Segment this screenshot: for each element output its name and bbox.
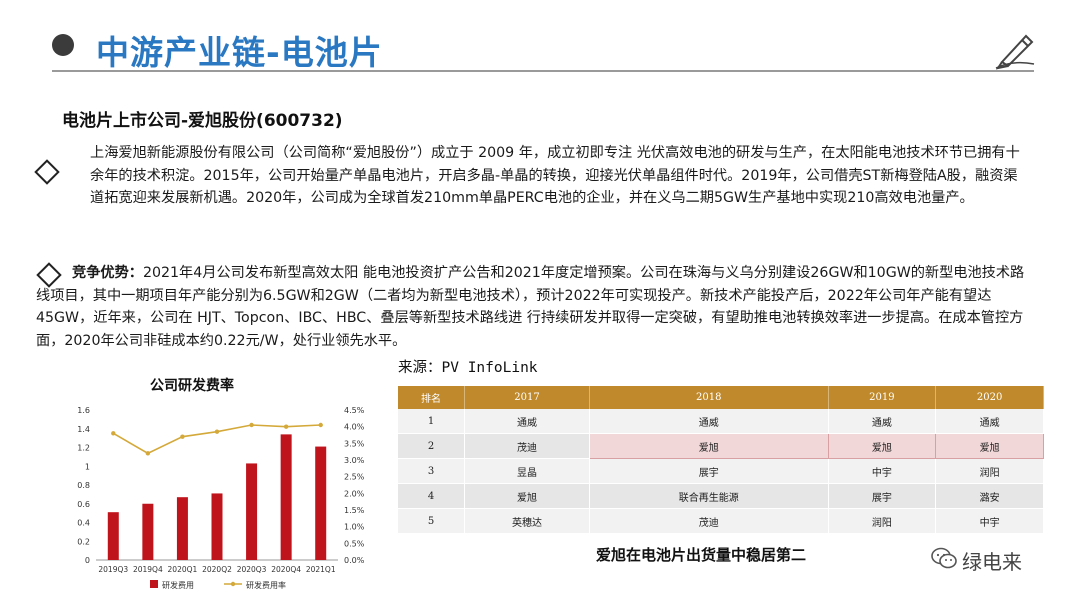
bar <box>107 512 119 560</box>
table-cell: 5 <box>398 508 465 534</box>
watermark-text: 绿电来 <box>962 550 1022 574</box>
header-2018: 2018 <box>589 386 829 409</box>
bar <box>176 497 188 560</box>
y-tick-label-right: 3.5% <box>344 439 365 448</box>
table-cell: 2 <box>398 433 465 459</box>
highlighted-cell: 爱旭 <box>827 433 937 459</box>
table-cell: 润阳 <box>828 508 937 534</box>
rd-expense-chart: 0 0.2 0.4 0.6 0.8 1 1.2 1.4 1.6 0.0% 0.5% 1.0% 1.5% 2… <box>77 406 365 590</box>
table-row: 1 通威 通威 通威 通威 <box>398 409 1044 434</box>
table-cell: 3 <box>398 458 465 484</box>
table-cell: 潞安 <box>935 483 1044 509</box>
table-cell: 展宇 <box>828 483 937 509</box>
y-tick-label-left: 1.6 <box>77 406 90 415</box>
line-point <box>111 431 116 436</box>
bar <box>315 446 327 560</box>
header-2020: 2020 <box>935 386 1044 409</box>
x-tick-label: 2019Q3 <box>98 565 128 574</box>
table-cell: 4 <box>398 483 465 509</box>
source-note: 来源：PV InfoLink <box>398 360 538 376</box>
x-tick-label: 2020Q4 <box>271 565 301 574</box>
y-tick-label-left: 1.2 <box>77 444 90 453</box>
header-rank: 排名 <box>398 386 465 409</box>
table-cell: 展宇 <box>589 458 829 484</box>
y-tick-label-right: 4.5% <box>344 406 365 415</box>
bar <box>211 493 223 560</box>
bar <box>142 503 154 560</box>
line-point <box>214 429 220 434</box>
line-point <box>145 451 151 456</box>
table-row: 5 英穗达 茂迪 润阳 中宇 <box>398 508 1044 534</box>
advantage-text: 2021年4月公司发布新型高效太阳 能电池投资扩产公告和2021年度定增预案。公… <box>36 265 1025 349</box>
x-tick-label: 2021Q1 <box>306 565 336 574</box>
table-row: 3 昱晶 展宇 中宇 润阳 <box>398 458 1044 484</box>
table-row: 2 茂迪 爱旭 爱旭 爱旭 <box>398 433 1044 459</box>
x-tick-label: 2020Q2 <box>202 565 232 574</box>
y-tick-label-left: 0.4 <box>77 519 90 528</box>
y-tick-label-right: 0.0% <box>344 556 365 565</box>
pen-icon <box>995 34 1035 70</box>
legend-label: 研发费用率 <box>246 580 286 590</box>
bar <box>246 463 258 560</box>
y-tick-label-left: 1 <box>85 462 90 471</box>
table-caption: 爱旭在电池片出货量中稳居第二 <box>596 546 807 564</box>
y-tick-label-left: 0.6 <box>77 500 90 509</box>
x-tick-label: 2019Q4 <box>133 565 163 574</box>
y-tick-label-left: 0 <box>85 556 90 565</box>
table-cell: 中宇 <box>828 458 937 484</box>
table-cell: 1 <box>398 409 465 434</box>
bar <box>280 434 292 560</box>
chart-title: 公司研发费率 <box>150 378 234 394</box>
wechat-icon <box>931 547 957 569</box>
y-tick-label-right: 0.5% <box>344 539 365 548</box>
table-header-row: 排名 2017 2018 2019 2020 <box>398 386 1044 409</box>
legend-label: 研发费用 <box>162 580 194 590</box>
y-tick-label-right: 2.0% <box>344 489 365 498</box>
bullet-dot-icon <box>52 34 74 56</box>
legend-swatch-bar <box>150 580 158 588</box>
highlighted-cell: 爱旭 <box>588 433 829 459</box>
line-point <box>180 434 185 439</box>
y-tick-label-right: 1.5% <box>344 506 365 515</box>
advantage-label: 竞争优势： <box>72 265 143 281</box>
table-row: 4 爱旭 联合再生能源 展宇 潞安 <box>398 483 1044 509</box>
x-tick-label: 2020Q1 <box>168 565 198 574</box>
line-point <box>318 422 323 428</box>
table-cell: 爱旭 <box>464 483 590 509</box>
table-cell: 中宇 <box>935 508 1044 534</box>
table-cell: 昱晶 <box>464 458 590 484</box>
y-tick-label-right: 1.0% <box>344 523 365 532</box>
y-tick-label-right: 2.5% <box>344 473 365 482</box>
table-cell: 通威 <box>935 409 1044 434</box>
y-tick-label-right: 3.0% <box>344 456 365 465</box>
table-cell: 通威 <box>828 409 937 434</box>
page-title: 中游产业链-电池片 <box>96 33 383 72</box>
x-tick-label: 2020Q3 <box>237 565 267 574</box>
highlighted-cell: 爱旭 <box>935 433 1044 459</box>
diamond-bullet-icon <box>34 159 60 185</box>
header-divider <box>52 70 1034 72</box>
ranking-table: 排名 2017 2018 2019 2020 1 通威 通威 通威 通威 2 茂… <box>398 386 1044 534</box>
advantage-paragraph: 竞争优势：2021年4月公司发布新型高效太阳 能电池投资扩产公告和2021年度定… <box>36 262 1032 352</box>
table-cell: 通威 <box>464 409 590 434</box>
legend-marker <box>230 581 236 587</box>
y-tick-label-left: 1.4 <box>77 425 90 434</box>
header-2017: 2017 <box>464 386 590 409</box>
table-cell: 联合再生能源 <box>589 483 829 509</box>
intro-paragraph: 上海爱旭新能源股份有限公司（公司简称“爱旭股份”）成立于 2009 年，成立初即… <box>90 145 1020 206</box>
y-tick-label-left: 0.8 <box>77 481 90 490</box>
table-cell: 茂迪 <box>589 508 829 534</box>
line-point <box>249 422 254 428</box>
table-cell: 茂迪 <box>464 433 590 459</box>
header-2019: 2019 <box>828 386 937 409</box>
section-subtitle: 电池片上市公司-爱旭股份(600732) <box>62 111 343 131</box>
table-cell: 英穗达 <box>464 508 590 534</box>
table-cell: 通威 <box>589 409 829 434</box>
table-cell: 润阳 <box>935 458 1044 484</box>
y-tick-label-left: 0.2 <box>77 537 90 546</box>
line-point <box>283 424 289 429</box>
y-tick-label-right: 4.0% <box>344 423 365 432</box>
